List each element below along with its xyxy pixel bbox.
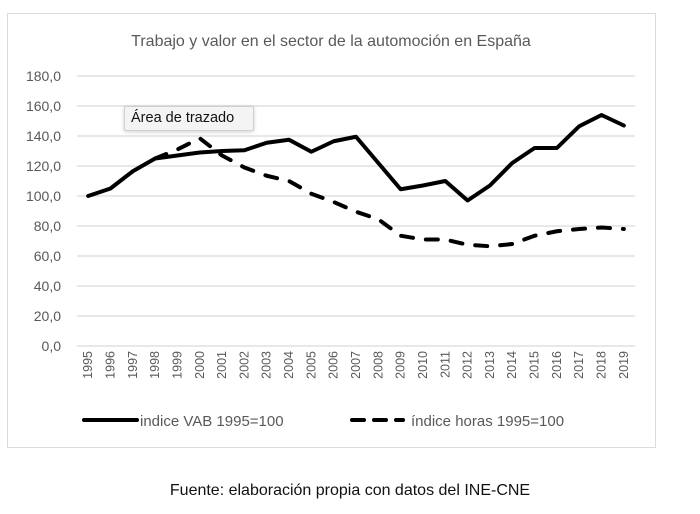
data-point [488,184,492,188]
x-tick-label: 2019 [617,351,631,379]
y-tick-label: 160,0 [26,98,61,114]
data-point [287,138,291,142]
x-tick-label: 2018 [595,351,609,379]
plot-area [86,113,626,249]
data-point [131,169,135,173]
y-tick-label: 120,0 [26,158,61,174]
x-tick-label: 2000 [193,351,207,379]
data-point [354,135,358,139]
data-point [198,151,202,155]
x-tick-label: 1998 [148,351,162,379]
data-point [332,200,336,204]
x-tick-label: 1995 [81,351,95,379]
x-tick-label: 1997 [126,351,140,379]
y-tick-label: 140,0 [26,128,61,144]
x-tick-label: 2010 [416,351,430,379]
data-point [510,242,514,246]
data-point [86,194,90,198]
y-tick-label: 0,0 [42,338,62,354]
x-tick-label: 2012 [461,351,475,379]
data-point [421,184,425,188]
data-point [242,166,246,170]
y-axis-labels: 0,0 20,0 40,0 60,0 80,0 100,0 120,0 140,0 160,0 1… [26,68,61,354]
data-point [175,148,179,152]
data-point [153,157,157,161]
tooltip: Área de trazado [124,106,254,131]
x-tick-label: 2011 [438,351,452,378]
data-point [198,136,202,140]
data-point [443,238,447,242]
x-tick-label: 2003 [260,351,274,379]
data-point [287,179,291,183]
x-tick-label: 2002 [237,351,251,379]
data-point [242,148,246,152]
data-point [622,227,626,231]
data-point [265,141,269,145]
data-point [309,150,313,154]
data-point [265,174,269,178]
legend-item-horas[interactable]: índice horas 1995=100 [350,413,564,430]
data-point [443,179,447,183]
x-tick-label: 2001 [215,351,229,379]
y-tick-label: 180,0 [26,68,61,84]
data-point [399,187,403,191]
data-point [577,227,581,231]
data-point [376,161,380,165]
y-tick-label: 20,0 [34,308,61,324]
source-note: Fuente: elaboración propia con datos del… [169,482,531,499]
x-tick-label: 2007 [349,351,363,379]
x-tick-label: 2006 [327,351,341,379]
data-point [577,124,581,128]
data-point [555,229,559,233]
legend-label-vab: indice VAB 1995=100 [140,413,284,430]
y-tick-label: 40,0 [34,278,61,294]
x-axis-labels: 1995 1996 1997 1998 1999 2000 2001 2002 2003 2004… [81,351,631,379]
data-point [399,234,403,238]
data-point [600,113,604,117]
x-tick-label: 2014 [505,351,519,379]
legend-label-horas: índice horas 1995=100 [411,413,564,430]
data-point [332,139,336,143]
data-point [600,226,604,230]
data-point [376,217,380,221]
x-tick-label: 2017 [572,351,586,379]
data-point [421,238,425,242]
data-point [220,154,224,158]
data-point [175,154,179,158]
data-point [533,234,537,238]
x-tick-label: 2008 [371,351,385,379]
legend: indice VAB 1995=100 índice horas 1995=10… [82,413,564,430]
x-tick-label: 2009 [394,351,408,379]
series-line-horas[interactable] [153,136,626,249]
chart-title: Trabajo y valor en el sector de la autom… [131,33,531,50]
data-point [108,187,112,191]
y-tick-label: 100,0 [26,188,61,204]
data-point [309,192,313,196]
data-point [466,243,470,247]
data-point [354,210,358,214]
y-tick-label: 80,0 [34,218,61,234]
x-tick-label: 2013 [483,351,497,379]
legend-item-vab[interactable]: indice VAB 1995=100 [82,413,284,430]
x-tick-label: 2015 [528,351,542,379]
data-point [533,146,537,150]
x-tick-label: 2016 [550,351,564,379]
x-tick-label: 2004 [282,351,296,379]
x-tick-label: 1999 [170,351,184,379]
x-tick-label: 1996 [103,351,117,379]
chart-area[interactable] [7,13,656,448]
data-point [466,199,470,203]
y-tick-label: 60,0 [34,248,61,264]
data-point [488,244,492,248]
data-point [510,161,514,165]
data-point [555,146,559,150]
series-line-vab[interactable] [86,113,626,203]
x-tick-label: 2005 [304,351,318,379]
data-point [622,124,626,128]
